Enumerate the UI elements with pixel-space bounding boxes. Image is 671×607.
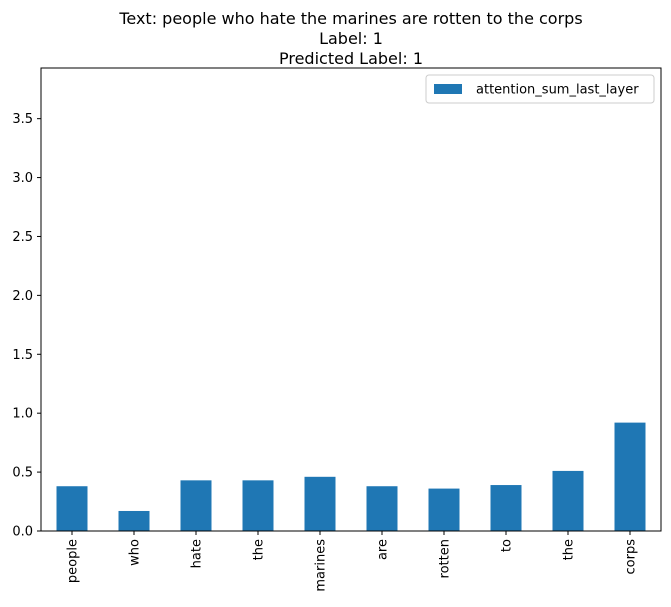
title-line: Label: 1 bbox=[319, 29, 383, 48]
bar bbox=[428, 488, 460, 531]
y-tick-label: 0.0 bbox=[12, 525, 33, 540]
bar bbox=[242, 480, 274, 531]
x-axis: people who hate the marines are rotten to the cor… bbox=[66, 531, 639, 592]
y-tick-label: 3.5 bbox=[12, 112, 33, 127]
chart-title: Text: people who hate the marines are ro… bbox=[118, 9, 582, 68]
x-tick-label: are bbox=[376, 539, 391, 560]
bar bbox=[56, 486, 88, 531]
x-tick-label: corps bbox=[624, 539, 639, 575]
x-tick-label: people bbox=[66, 539, 81, 583]
legend: attention_sum_last_layer bbox=[425, 74, 655, 104]
y-tick-label: 1.5 bbox=[12, 348, 33, 363]
bar bbox=[304, 476, 336, 531]
x-tick-label: hate bbox=[190, 539, 205, 568]
x-tick-label: marines bbox=[314, 539, 329, 592]
bar bbox=[366, 486, 398, 531]
bar bbox=[180, 480, 212, 531]
legend-box bbox=[425, 74, 655, 104]
legend-label: attention_sum_last_layer bbox=[476, 83, 639, 98]
x-tick-label: the bbox=[252, 539, 267, 560]
x-tick-label: the bbox=[562, 539, 577, 560]
title-line: Predicted Label: 1 bbox=[279, 49, 423, 68]
y-axis: 0.0 0.5 1.0 1.5 2.0 2.5 3.0 3.5 bbox=[12, 112, 41, 540]
plot-frame bbox=[40, 67, 662, 532]
y-tick-label: 2.5 bbox=[12, 230, 33, 245]
bar bbox=[552, 470, 584, 531]
x-tick-label: to bbox=[500, 539, 515, 552]
y-tick-label: 1.0 bbox=[12, 407, 33, 422]
bars bbox=[56, 422, 646, 531]
bar bbox=[118, 510, 150, 531]
bar bbox=[490, 485, 522, 531]
y-tick-label: 3.0 bbox=[12, 171, 33, 186]
y-tick-label: 2.0 bbox=[12, 289, 33, 304]
x-tick-label: rotten bbox=[438, 539, 453, 578]
legend-swatch bbox=[434, 84, 462, 94]
title-line: Text: people who hate the marines are ro… bbox=[118, 9, 582, 28]
bar bbox=[614, 422, 646, 531]
x-tick-label: who bbox=[128, 539, 143, 566]
y-tick-label: 0.5 bbox=[12, 466, 33, 481]
